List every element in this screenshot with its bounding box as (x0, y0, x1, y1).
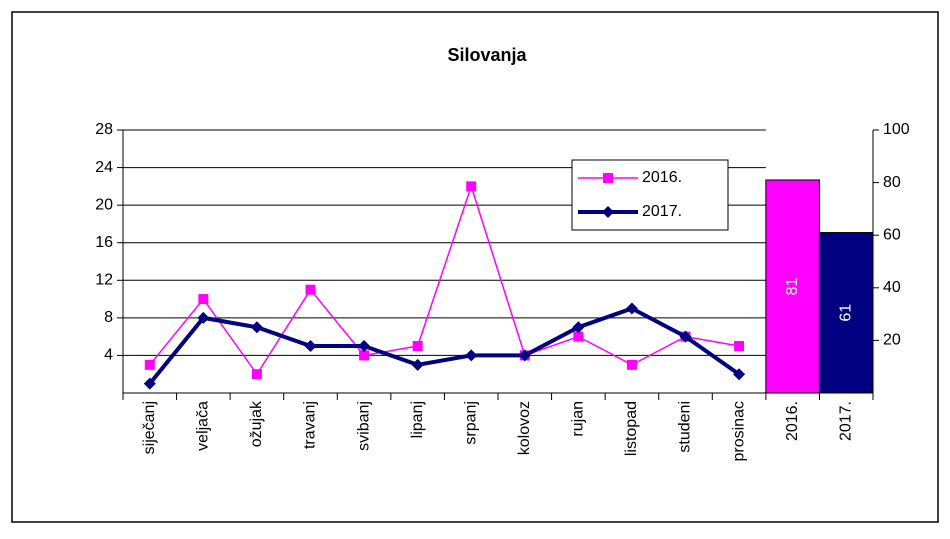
x-tick-label: listopad (623, 401, 640, 456)
bar (818, 232, 874, 394)
point-marker (144, 359, 155, 370)
y-tick-label: 8 (104, 309, 113, 326)
x-tick-label: ožujak (248, 400, 265, 447)
series-line (149, 183, 740, 376)
x-tick-label: srpanj (462, 401, 479, 445)
y2-tick-label: 40 (883, 279, 901, 296)
bar-value-label: 81 (784, 277, 801, 295)
point-marker (359, 350, 370, 361)
x-tick-label: rujan (570, 401, 587, 437)
point-marker (625, 302, 638, 315)
y-tick-label: 16 (95, 234, 113, 251)
legend-box (571, 159, 729, 231)
bar-value-label: 61 (837, 304, 854, 322)
point-marker (572, 321, 585, 334)
series-line (148, 306, 741, 385)
x-tick-label: svibanj (355, 401, 372, 451)
y-tick-label: 20 (95, 196, 113, 213)
y-tick-label: 4 (104, 347, 113, 364)
x-tick-label: veljača (195, 401, 212, 451)
y2-tick-label: 80 (883, 174, 901, 191)
point-marker (305, 284, 316, 295)
x-tick-label: siječanj (141, 401, 158, 454)
point-marker (197, 311, 210, 324)
point-marker (412, 341, 423, 352)
point-marker (143, 377, 156, 390)
point-marker (198, 294, 209, 305)
point-marker (465, 349, 478, 362)
point-marker (304, 340, 317, 353)
point-marker (466, 181, 477, 192)
legend-label: 2016. (642, 169, 682, 186)
point-marker (358, 340, 371, 353)
x-tick-label: kolovoz (516, 401, 533, 455)
point-marker (734, 341, 745, 352)
y2-tick-label: 60 (883, 226, 901, 243)
x-tick-label: travanj (302, 401, 319, 449)
point-marker (250, 321, 263, 334)
point-marker (411, 358, 424, 371)
point-marker (603, 173, 613, 183)
y2-tick-label: 100 (883, 121, 910, 138)
y-tick-label: 28 (95, 121, 113, 138)
bar (765, 179, 820, 394)
y-tick-label: 24 (95, 159, 113, 176)
point-marker (679, 330, 692, 343)
x-tick-label: lipanj (409, 401, 426, 438)
x-tick-label: 2017. (837, 401, 854, 441)
x-tick-label: studeni (677, 401, 694, 453)
x-tick-label: prosinac (730, 401, 747, 461)
legend-label: 2017. (642, 203, 682, 220)
point-marker (573, 331, 584, 342)
point-marker (518, 349, 531, 362)
point-marker (251, 369, 262, 380)
chart-title: Silovanja (447, 45, 527, 65)
y-tick-label: 12 (95, 272, 113, 289)
point-marker (733, 368, 746, 381)
point-marker (602, 206, 614, 218)
x-tick-label: 2016. (784, 401, 801, 441)
y2-tick-label: 20 (883, 332, 901, 349)
point-marker (626, 359, 637, 370)
